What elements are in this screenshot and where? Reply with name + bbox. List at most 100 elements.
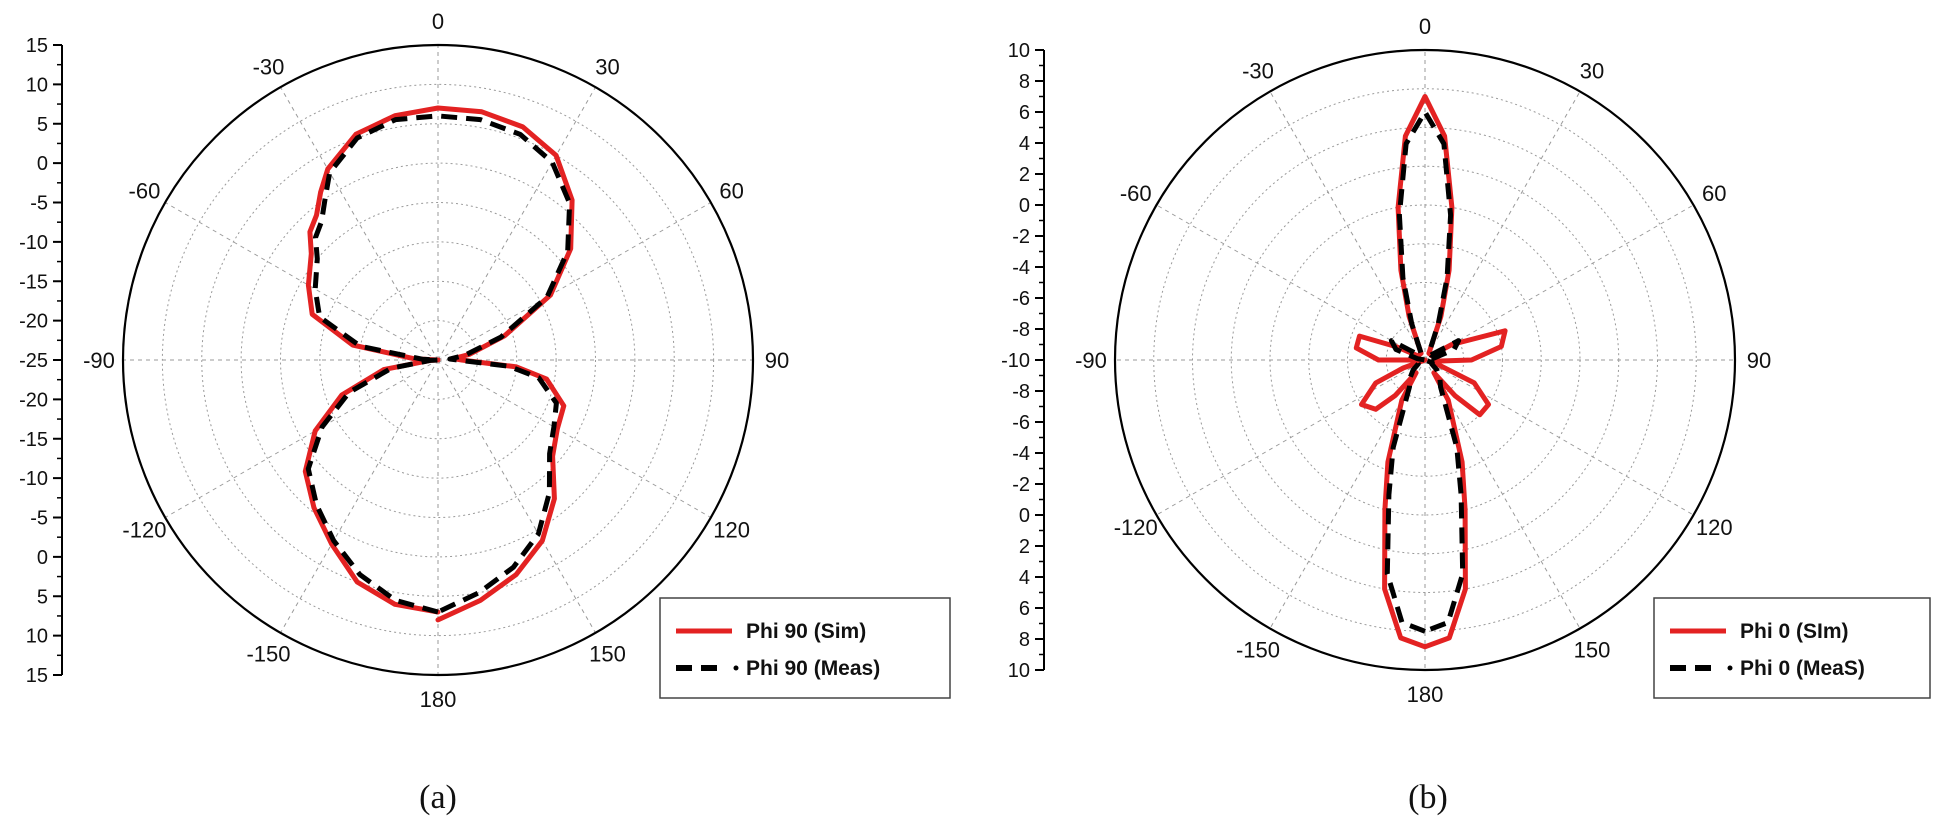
polar-chart-a: 0306090120150180-150-120-90-60-30151050-…	[19, 9, 951, 816]
grid-spoke	[280, 359, 439, 634]
grid-circle	[1347, 282, 1503, 438]
angle-label: 150	[1574, 637, 1611, 662]
grid-circle	[319, 241, 557, 479]
grid-circle	[1308, 243, 1542, 477]
radial-tick-label: 8	[1019, 629, 1030, 651]
angle-label: 90	[1747, 348, 1771, 373]
outer-circle	[121, 43, 755, 677]
angle-label: 90	[765, 348, 789, 373]
radial-tick-label: 0	[1019, 195, 1030, 217]
grid-spoke	[1424, 91, 1581, 361]
radial-tick-label: 15	[26, 35, 48, 57]
legend-box	[659, 597, 951, 699]
grid-spoke	[164, 202, 439, 361]
angle-label: -30	[253, 54, 285, 79]
radial-tick-label: 8	[1019, 71, 1030, 93]
angle-label: 120	[1696, 515, 1733, 540]
grid-spoke	[1156, 204, 1426, 361]
angle-label: -120	[122, 518, 166, 543]
figure-caption: (a)	[419, 779, 457, 816]
figure-caption: (b)	[1408, 779, 1448, 816]
series-line-meas	[1384, 109, 1466, 634]
radial-tick-label: 2	[1019, 536, 1030, 558]
legend-swatch-meas-dot	[733, 665, 739, 671]
grid-spoke	[437, 359, 712, 518]
legend: Phi 90 (Sim) Phi 90 (Meas)	[659, 597, 951, 699]
grid-spoke	[280, 86, 439, 361]
polar-chart-b: 0306090120150180-150-120-90-60-301086420…	[1001, 14, 1931, 816]
radial-tick-label: -15	[19, 271, 48, 293]
angle-label: 60	[1702, 181, 1726, 206]
series-line-sim	[1353, 94, 1508, 650]
radial-tick-label: 15	[26, 665, 48, 687]
outer-circle	[1113, 48, 1737, 672]
angle-label: -90	[83, 348, 115, 373]
radial-tick-label: -4	[1012, 443, 1030, 465]
angle-label: 150	[589, 642, 626, 667]
radial-tick-label: 5	[37, 586, 48, 608]
radial-tick-label: -2	[1012, 474, 1030, 496]
radial-tick-label: -5	[30, 193, 48, 215]
grid-spoke	[1156, 359, 1426, 516]
angle-label: 0	[432, 9, 444, 34]
grid-spoke	[164, 359, 439, 518]
angle-label: -60	[129, 179, 161, 204]
radial-tick-label: 2	[1019, 164, 1030, 186]
radial-tick-label: 10	[1008, 660, 1030, 682]
radial-tick-label: 10	[26, 626, 48, 648]
grid-spoke	[1424, 204, 1694, 361]
angle-label: -120	[1114, 515, 1158, 540]
radial-tick-label: -6	[1012, 288, 1030, 310]
grid-circle	[201, 123, 675, 597]
radial-tick-label: -8	[1012, 381, 1030, 403]
angle-label: 60	[719, 179, 743, 204]
radial-tick-label: 0	[37, 153, 48, 175]
radial-tick-label: -20	[19, 311, 48, 333]
angle-label: -30	[1242, 59, 1274, 84]
angle-label: 30	[595, 54, 619, 79]
angle-label: -90	[1075, 348, 1107, 373]
grid-spoke	[1269, 91, 1426, 361]
radial-tick-label: 0	[37, 547, 48, 569]
angle-label: -60	[1120, 181, 1152, 206]
grid-circle	[280, 202, 596, 518]
radial-tick-label: -10	[19, 468, 48, 490]
angle-label: 0	[1419, 14, 1431, 39]
legend-label-sim: Phi 90 (Sim)	[746, 620, 866, 643]
radial-tick-label: -2	[1012, 226, 1030, 248]
series-line-sim	[302, 105, 575, 623]
radial-tick-label: -5	[30, 508, 48, 530]
grid-circle	[240, 162, 636, 558]
legend-label-sim: Phi 0 (SIm)	[1740, 620, 1849, 643]
radial-tick-label: 0	[1019, 505, 1030, 527]
legend-box	[1653, 597, 1931, 699]
angle-label: -150	[246, 642, 290, 667]
angle-label: -150	[1236, 637, 1280, 662]
angle-label: 30	[1580, 59, 1604, 84]
radial-tick-label: -8	[1012, 319, 1030, 341]
radial-tick-label: -15	[19, 429, 48, 451]
radial-tick-label: -10	[19, 232, 48, 254]
radial-tick-label: -6	[1012, 412, 1030, 434]
radial-tick-label: -10	[1001, 350, 1030, 372]
grid-circle	[358, 280, 518, 440]
radial-tick-label: 10	[26, 74, 48, 96]
radial-tick-label: -4	[1012, 257, 1030, 279]
grid-spoke	[437, 359, 596, 634]
radial-tick-label: -25	[19, 350, 48, 372]
radial-tick-label: 6	[1019, 598, 1030, 620]
legend: Phi 0 (SIm) Phi 0 (MeaS)	[1653, 597, 1931, 699]
grid-spoke	[1424, 359, 1694, 516]
radial-tick-label: 4	[1019, 133, 1030, 155]
series-line-meas	[305, 113, 573, 615]
angle-label: 120	[713, 518, 750, 543]
angle-label: 180	[1407, 682, 1444, 707]
radial-tick-label: 5	[37, 114, 48, 136]
angle-label: 180	[420, 687, 457, 712]
radial-tick-label: 6	[1019, 102, 1030, 124]
radial-tick-label: 10	[1008, 40, 1030, 62]
legend-label-meas: Phi 90 (Meas)	[746, 657, 880, 680]
radial-tick-label: 4	[1019, 567, 1030, 589]
legend-label-meas: Phi 0 (MeaS)	[1740, 657, 1865, 680]
